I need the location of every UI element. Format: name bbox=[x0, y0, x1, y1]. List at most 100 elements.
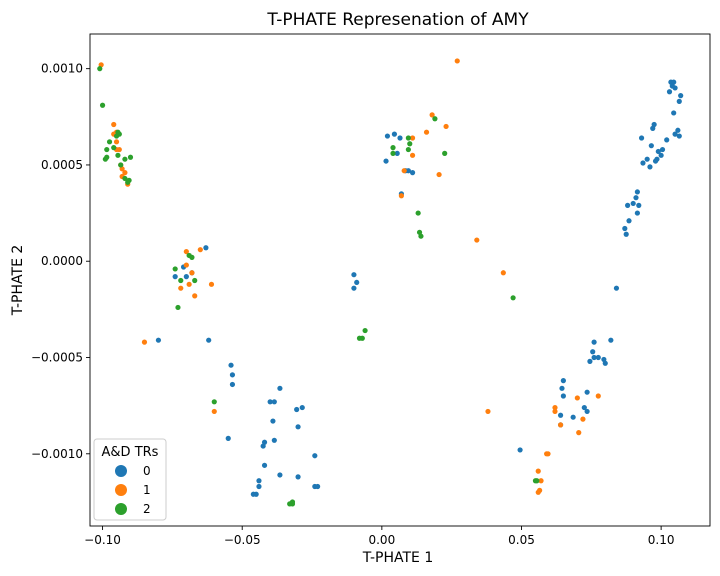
data-point-series-1 bbox=[208, 281, 215, 287]
y-tick-label: 0.0000 bbox=[41, 254, 83, 268]
legend-title: A&D TRs bbox=[102, 445, 159, 460]
y-axis-title: T-PHATE 2 bbox=[10, 245, 26, 317]
data-point-series-1 bbox=[186, 281, 192, 287]
data-point-series-0 bbox=[648, 143, 654, 149]
data-point-series-0 bbox=[633, 195, 639, 201]
y-tick-label: 0.0005 bbox=[41, 158, 83, 172]
data-point-series-2 bbox=[122, 175, 128, 182]
data-point-series-2 bbox=[405, 135, 411, 141]
data-point-series-0 bbox=[666, 89, 673, 95]
data-point-series-0 bbox=[295, 424, 301, 430]
data-point-series-2 bbox=[97, 66, 103, 72]
data-point-series-2 bbox=[356, 335, 363, 341]
data-point-series-0 bbox=[391, 131, 398, 137]
data-point-series-2 bbox=[211, 399, 217, 405]
data-point-series-0 bbox=[354, 279, 360, 286]
data-point-series-2 bbox=[432, 116, 438, 122]
data-point-series-0 bbox=[312, 453, 318, 459]
data-point-series-2 bbox=[113, 133, 120, 139]
data-point-series-0 bbox=[584, 408, 590, 415]
data-point-series-0 bbox=[295, 474, 301, 480]
data-point-series-0 bbox=[294, 406, 300, 413]
data-point-series-2 bbox=[118, 162, 124, 168]
data-point-series-2 bbox=[415, 210, 421, 216]
data-point-series-0 bbox=[560, 393, 566, 399]
x-tick-label: 0.05 bbox=[508, 533, 535, 547]
data-point-series-1 bbox=[401, 168, 407, 174]
legend-marker-1 bbox=[115, 484, 127, 496]
y-tick-label: 0.0010 bbox=[41, 62, 83, 76]
data-point-series-0 bbox=[652, 158, 659, 164]
data-point-series-0 bbox=[183, 274, 189, 280]
data-point-series-0 bbox=[225, 435, 231, 441]
data-point-series-2 bbox=[104, 146, 110, 153]
data-point-series-0 bbox=[557, 412, 564, 418]
legend-items: 0 1 2 bbox=[115, 464, 151, 516]
legend-label-2: 2 bbox=[143, 502, 151, 516]
data-point-series-0 bbox=[659, 146, 666, 153]
data-point-series-0 bbox=[570, 414, 576, 420]
data-point-series-0 bbox=[655, 148, 661, 155]
data-point-series-0 bbox=[256, 483, 262, 490]
data-point-series-2 bbox=[115, 152, 121, 158]
data-point-series-2 bbox=[390, 145, 396, 151]
data-point-series-1 bbox=[552, 404, 558, 411]
data-point-series-0 bbox=[625, 202, 631, 208]
data-point-series-1 bbox=[557, 422, 564, 428]
data-point-series-1 bbox=[189, 270, 195, 276]
x-axis-title: T-PHATE 1 bbox=[362, 550, 434, 566]
data-point-series-0 bbox=[581, 404, 587, 411]
data-point-series-0 bbox=[172, 274, 178, 280]
data-point-series-1 bbox=[197, 247, 203, 253]
data-point-series-1 bbox=[192, 293, 198, 299]
data-point-series-0 bbox=[315, 483, 321, 490]
data-point-series-0 bbox=[647, 164, 653, 170]
data-point-series-0 bbox=[640, 160, 646, 166]
data-point-series-0 bbox=[634, 189, 640, 195]
x-tick-label: 0.00 bbox=[368, 533, 395, 547]
data-point-series-0 bbox=[636, 202, 642, 208]
data-point-series-1 bbox=[183, 248, 189, 255]
data-point-series-1 bbox=[545, 451, 551, 457]
data-point-series-0 bbox=[271, 437, 277, 443]
legend-box bbox=[93, 438, 167, 521]
data-point-series-0 bbox=[517, 447, 523, 453]
data-point-series-1 bbox=[580, 416, 586, 422]
data-point-series-1 bbox=[141, 339, 148, 345]
data-point-series-0 bbox=[634, 210, 640, 216]
data-point-series-1 bbox=[552, 408, 558, 415]
data-point-series-1 bbox=[574, 395, 580, 401]
data-point-series-1 bbox=[423, 129, 430, 135]
data-point-series-0 bbox=[587, 358, 593, 364]
points-layer bbox=[97, 58, 684, 507]
data-point-series-0 bbox=[591, 354, 597, 361]
data-point-series-0 bbox=[613, 285, 620, 291]
data-point-series-0 bbox=[277, 385, 283, 391]
data-point-series-1 bbox=[111, 121, 117, 128]
y-axis: −0.0010 −0.0005 0.0000 0.0005 0.0010 bbox=[31, 62, 90, 461]
data-point-series-0 bbox=[623, 231, 629, 237]
data-point-series-1 bbox=[183, 262, 189, 268]
data-point-series-0 bbox=[267, 399, 273, 405]
data-point-series-1 bbox=[500, 270, 506, 276]
data-point-series-1 bbox=[436, 171, 442, 178]
data-point-series-2 bbox=[442, 150, 448, 156]
data-point-series-0 bbox=[155, 337, 162, 343]
legend-marker-2 bbox=[115, 503, 127, 515]
data-point-series-2 bbox=[390, 150, 396, 156]
data-point-series-2 bbox=[186, 252, 192, 259]
data-point-series-0 bbox=[351, 272, 357, 278]
data-point-series-2 bbox=[407, 141, 413, 147]
data-point-series-0 bbox=[675, 127, 681, 133]
data-point-series-2 bbox=[172, 266, 178, 272]
data-point-series-1 bbox=[429, 112, 435, 118]
data-point-series-0 bbox=[261, 462, 268, 468]
data-point-series-0 bbox=[228, 362, 234, 368]
data-point-series-0 bbox=[650, 125, 656, 131]
data-point-series-0 bbox=[672, 131, 678, 137]
data-point-series-0 bbox=[608, 337, 614, 343]
data-point-series-1 bbox=[576, 430, 582, 436]
data-point-series-0 bbox=[299, 404, 305, 411]
x-axis: −0.10 −0.05 0.00 0.05 0.10 bbox=[84, 526, 674, 547]
